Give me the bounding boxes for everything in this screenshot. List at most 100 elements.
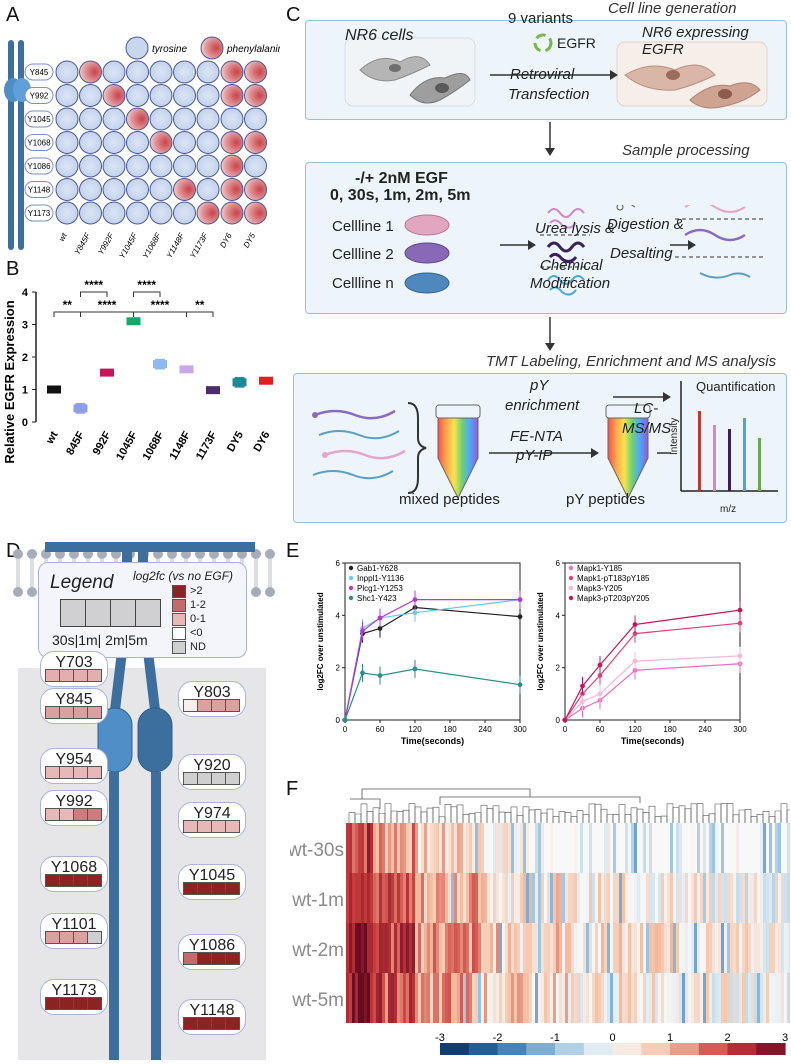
transfection-arrowhead	[610, 70, 618, 80]
legend-scale-label: ND	[190, 641, 206, 653]
heat-cell	[87, 808, 102, 821]
heatmap-cell	[634, 823, 638, 873]
heatmap-cell	[733, 923, 737, 973]
heatmap-cell	[379, 973, 383, 1023]
lysis-arrowhead	[528, 240, 536, 250]
heatmap-cell	[469, 823, 473, 873]
significance-label: **	[63, 298, 73, 312]
heatmap-cell	[520, 873, 524, 923]
heatmap-cell	[640, 823, 644, 873]
heatmap-cell	[655, 923, 659, 973]
heatmap-cell	[532, 973, 536, 1023]
heatmap-cell	[460, 873, 464, 923]
heatmap-cell	[769, 873, 773, 923]
tyrosine-circle	[149, 60, 173, 84]
x-tick-label: 60	[376, 725, 385, 734]
heatmap-cell	[604, 873, 608, 923]
heatmap-cell	[613, 973, 617, 1023]
dendrogram-leaf	[408, 803, 416, 823]
heatmap-cell	[388, 823, 392, 873]
heatmap-cell	[562, 923, 566, 973]
data-point	[580, 699, 585, 705]
heat-cell	[45, 997, 60, 1010]
y-tick-label: 1	[22, 385, 28, 397]
heatmap-cell	[424, 873, 428, 923]
heatmap-cell	[418, 923, 422, 973]
phenylalanine-circle	[220, 84, 244, 107]
phosphosite-heat	[45, 808, 102, 821]
legend-marker	[348, 565, 354, 571]
lipid-head	[27, 549, 37, 559]
dendrogram-leaf	[402, 809, 410, 823]
col-label: wt	[57, 231, 69, 243]
heatmap-cell	[493, 973, 497, 1023]
heatmap-cell	[706, 973, 710, 1023]
heatmap-cell	[532, 823, 536, 873]
heatmap-cell	[475, 923, 479, 973]
retroviral-label: Retroviral	[510, 66, 575, 83]
heatmap-cell	[694, 923, 698, 973]
dendrogram-leaf	[468, 813, 476, 823]
heatmap-cell	[676, 873, 680, 923]
nr6-cell-nucleus-1	[389, 64, 401, 72]
heatmap-cell	[760, 823, 764, 873]
ms-peak-5	[758, 438, 761, 491]
dendrogram-leaf	[528, 809, 536, 823]
heatmap-cell	[514, 823, 518, 873]
heatmap-cell	[721, 923, 725, 973]
legend-marker	[568, 575, 574, 581]
heatmap-cell	[763, 823, 767, 873]
legend-title: Legend	[50, 572, 114, 593]
heatmap-cell	[646, 823, 650, 873]
dendrogram-leaf	[726, 803, 734, 823]
heatmap-cell	[670, 873, 674, 923]
down-arrow-2	[545, 317, 555, 351]
heatmap-cell	[613, 923, 617, 973]
phenylalanine-circle	[244, 178, 267, 201]
significance-label: ****	[151, 298, 170, 312]
heatmap-cell	[388, 973, 392, 1023]
heatmap-cell	[424, 823, 428, 873]
heatmap-cell	[691, 923, 695, 973]
heatmap-cell	[598, 873, 602, 923]
dish-2	[404, 242, 450, 264]
dendrogram-leaf	[678, 805, 686, 823]
heatmap-cell	[511, 923, 515, 973]
peptide-blue	[699, 272, 751, 279]
heatmap-cell	[433, 873, 437, 923]
heat-cell	[59, 669, 74, 682]
nr6-egfr-nucleus-2	[718, 89, 732, 99]
heatmap-cell	[685, 823, 689, 873]
ms-analysis-box	[293, 373, 787, 523]
heatmap-cell	[622, 823, 626, 873]
heatmap-cell	[562, 873, 566, 923]
dendrogram-leaf	[432, 806, 440, 823]
heatmap-cell	[547, 873, 551, 923]
heat-cell	[87, 931, 102, 944]
heatmap-cell	[358, 873, 362, 923]
heatmap-cell	[727, 823, 731, 873]
heatmap-cell	[595, 973, 599, 1023]
heatmap-cell	[469, 973, 473, 1023]
heatmap-cell	[607, 873, 611, 923]
data-point	[632, 631, 638, 637]
row-label-pill	[24, 134, 54, 151]
heatmap-cell	[580, 923, 584, 973]
heatmap-cell	[376, 923, 380, 973]
heatmap-cell	[781, 923, 785, 973]
heatmap-cell	[544, 823, 548, 873]
row-label-pill	[24, 110, 54, 128]
dendrogram-leaf	[594, 803, 602, 823]
heatmap-cell	[430, 873, 434, 923]
heatmap-cell	[598, 973, 602, 1023]
heatmap-cell	[781, 973, 785, 1023]
heatmap-cell	[544, 973, 548, 1023]
heatmap-cell	[526, 973, 530, 1023]
heatmap-cell	[466, 873, 470, 923]
nr6-egfr-nucleus-1	[666, 70, 680, 80]
heatmap-cell	[673, 873, 677, 923]
kinase-domain-right	[137, 707, 173, 773]
ms-peak-2	[713, 425, 716, 491]
data-point	[342, 717, 348, 723]
colorbar-tick-label: 0	[609, 1032, 615, 1044]
